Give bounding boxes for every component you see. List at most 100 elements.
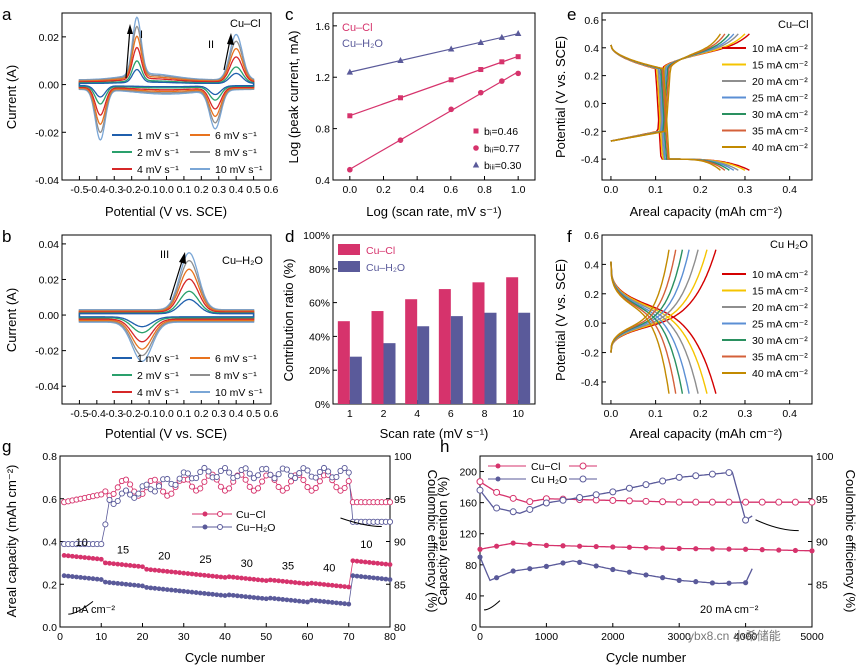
panel-d-contribution-bars: 0% 20% 40% 60% 80% 100% 1 2 4 6 8 10 Scan rate (mV … <box>281 230 536 441</box>
series-marker-filled-0 <box>610 544 616 550</box>
cv-curve-4mv <box>78 46 255 116</box>
series-marker-open-3 <box>542 499 550 507</box>
capacity-point-1 <box>61 573 67 579</box>
rate-label-7: 10 <box>360 539 372 551</box>
ce-point-cucl <box>287 478 295 485</box>
y-tick-label: 0.8 <box>42 451 57 463</box>
capacity-point-1 <box>292 598 298 604</box>
capacity-point-1 <box>111 580 117 586</box>
capacity-point-1 <box>296 598 302 604</box>
series-marker-open-2 <box>791 498 799 506</box>
capacity-point-1 <box>65 573 71 579</box>
bar-cucl-2 <box>371 311 384 404</box>
capacity-point-1 <box>181 588 187 594</box>
ce-point-cuh2o <box>386 518 394 525</box>
legend-label-0: Cu–Cl <box>366 245 395 257</box>
legend-label-4: 4 mV s⁻¹ <box>137 164 179 176</box>
y-tick-label: 0.2 <box>584 71 599 83</box>
capacity-point-0 <box>148 567 154 573</box>
series-marker-filled-1 <box>593 563 599 569</box>
x-tick-label: 0.2 <box>376 184 391 196</box>
x-tick-label: 8 <box>482 408 488 420</box>
panel-e-gcd-cucl: 0.0 0.1 0.2 0.3 0.4 -0.4 -0.2 0.0 0.2 0.4 0.6 Area… <box>553 12 813 219</box>
panel-h-current-label: 20 mA cm⁻² <box>700 604 759 616</box>
legend-label-2: 2 mV s⁻¹ <box>137 370 179 382</box>
bar-cuh2o-10 <box>518 312 531 404</box>
x-tick-label: 0.3 <box>738 408 753 420</box>
capacity-point-1 <box>189 589 195 595</box>
panel-f-xlabel: Areal capacity (mAh cm⁻²) <box>630 426 783 441</box>
peak-shift-arrow-II <box>223 39 231 71</box>
legend-label-0: Cu−Cl <box>531 461 560 473</box>
panel-e-legend: 10 mA cm⁻² 15 mA cm⁻² 20 mA cm⁻² 25 mA cm⁻²… <box>722 43 808 154</box>
ce-point-cucl <box>226 485 233 492</box>
ce-point-cuh2o <box>333 473 340 481</box>
capacity-point-0 <box>135 563 141 569</box>
ce-point-cucl <box>188 483 196 490</box>
series-marker-open-3 <box>493 504 501 512</box>
series-marker-open-3 <box>576 493 584 501</box>
x-tick-label: 1000 <box>535 631 559 643</box>
fit-line-1 <box>349 71 519 170</box>
series-marker-open-2 <box>526 498 534 506</box>
series-marker-open-3 <box>509 508 517 516</box>
series-marker-open-3 <box>526 505 534 513</box>
capacity-point-0 <box>218 574 224 580</box>
ce-point-cuh2o <box>263 465 270 472</box>
legend-label-2: 20 mA cm⁻² <box>752 302 808 314</box>
panel-f-ylabel: Potential (V vs. SCE) <box>553 259 568 381</box>
ce-point-cuh2o <box>316 468 323 476</box>
panel-a-cv-cucl: -0.5 -0.4 -0.3 -0.2 -0.1 0.0 0.1 0.2 0.3 0.4 0.5 0.… <box>4 12 278 219</box>
series-marker-open-2 <box>659 498 667 506</box>
capacity-point-1 <box>251 595 257 600</box>
capacity-point-0 <box>127 563 133 568</box>
y-tick-label: 0 <box>471 622 477 634</box>
data-point-square <box>499 59 505 65</box>
capacity-point-0 <box>94 556 100 562</box>
capacity-point-0 <box>123 562 129 568</box>
series-marker-filled-0 <box>494 543 500 549</box>
legend-label-b0: bᵢ=0.46 <box>484 126 518 138</box>
data-point-triangle <box>477 39 484 46</box>
capacity-point-0 <box>82 555 88 560</box>
series-marker-filled-0 <box>776 547 782 553</box>
capacity-point-1 <box>371 575 376 581</box>
panel-c-logi-logv: 0.0 0.2 0.4 0.6 0.8 1.0 0.4 0.8 1.2 1.6 Log (scan… <box>286 12 536 219</box>
capacity-point-1 <box>127 582 133 588</box>
y-tick-label: 80% <box>309 264 330 276</box>
ce-point-cucl <box>122 476 130 483</box>
panel-label-h: h <box>440 437 449 456</box>
x-tick-label: 0.1 <box>177 408 192 420</box>
panel-c-xlabel: Log (scan rate, mV s⁻¹) <box>366 204 501 219</box>
series-marker-open-2 <box>609 496 617 504</box>
series-marker-filled-1 <box>494 575 500 581</box>
panel-c-ylabel: Log (peak current, mA) <box>286 31 301 164</box>
ce-point-cucl <box>168 490 175 497</box>
series-marker-filled-1 <box>709 580 716 586</box>
discharge-curve-6 <box>610 261 670 394</box>
data-point-circle <box>499 78 505 84</box>
x-tick-label: 0.6 <box>444 184 459 196</box>
x-tick-label: 0.0 <box>604 408 619 420</box>
panel-f-sample: Cu H₂O <box>770 239 808 251</box>
data-point-square <box>478 67 484 73</box>
panel-e-ticks: 0.0 0.1 0.2 0.3 0.4 -0.4 -0.2 0.0 0.2 0.4 0.6 <box>581 15 797 196</box>
capacity-point-0 <box>61 552 67 558</box>
series-marker-filled-0 <box>809 548 815 554</box>
x-tick-label: 0.2 <box>693 408 708 420</box>
series-marker-open-2 <box>509 494 517 502</box>
capacity-point-1 <box>226 592 232 598</box>
ce-point-cuh2o <box>176 475 183 482</box>
panel-g-rate-performance: 0 10 20 30 40 50 60 70 80 0.0 0.2 0.4 0.6 0.8 80 85 90 95… <box>4 451 440 665</box>
ce-point-cuh2o <box>122 487 130 494</box>
ce-point-cucl <box>197 485 204 492</box>
panel-g-plot <box>61 464 394 607</box>
ce-point-cuh2o <box>325 468 332 475</box>
y-tick-label: 0.4 <box>315 175 330 187</box>
y-tick-label: -0.04 <box>35 175 59 187</box>
ce-point-cuh2o <box>221 464 229 472</box>
capacity-point-0 <box>86 555 92 561</box>
ce-point-cuh2o <box>246 470 253 477</box>
